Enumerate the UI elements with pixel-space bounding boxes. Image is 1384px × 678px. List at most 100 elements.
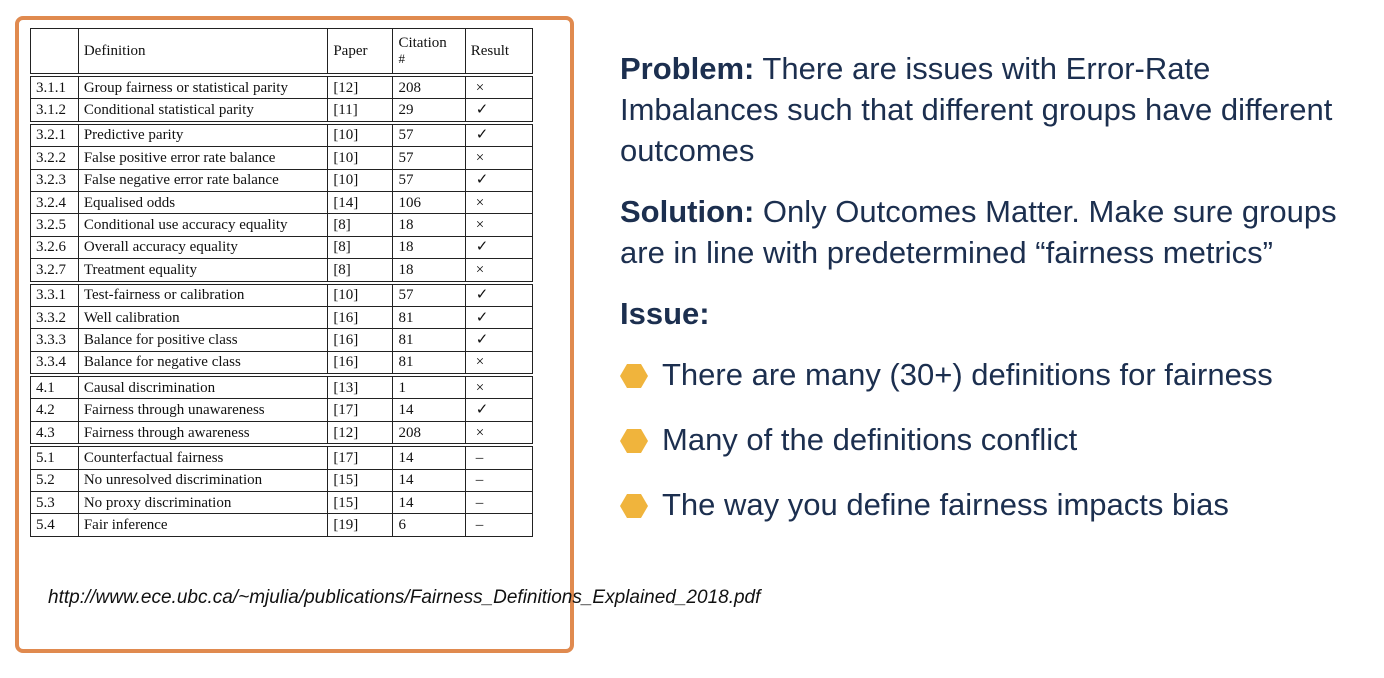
cell-section: 4.2 [30,398,79,422]
cell-result: ✓ [464,398,534,422]
table-row: 3.2.3 False negative error rate balance [1… [30,168,534,192]
cell-paper: [16] [327,328,394,352]
table-row: 5.3 No proxy discrimination [15] 14– [30,491,534,515]
cell-result: ✓ [464,168,534,192]
cell-definition: Fairness through awareness [77,420,329,445]
cell-paper: [15] [327,491,394,515]
cell-definition: Balance for negative class [77,350,329,375]
header-citation: Citation # [392,28,466,74]
cell-section: 5.4 [30,513,79,537]
table-row: 3.2.6 Overall accuracy equality [8] 18 ✓ [30,235,534,260]
cell-definition: No proxy discrimination [77,491,329,515]
bullet-item: There are many (30+) definitions for fai… [620,354,1360,395]
problem-paragraph: Problem: There are issues with Error-Rat… [620,48,1360,171]
table-row: 4.2 Fairness through unawareness [17] 14 ✓ [30,398,534,422]
table-row: 3.1.1 Group fairness or statistical parit… [30,75,534,100]
cell-definition: False positive error rate balance [77,146,329,170]
header-citation-sub: # [398,51,405,66]
table-row: 3.1.2 Conditional statistical parity [11] 2… [30,98,534,122]
problem-label: Problem: [620,51,755,86]
cell-section: 5.1 [30,446,79,470]
table-row: 3.3.3 Balance for positive class [16] 81 ✓ [30,328,534,352]
cell-result: × [464,213,534,237]
table-body: 3.1.1 Group fairness or statistical parit… [30,73,534,537]
cell-paper: [8] [327,235,394,260]
cell-definition: Conditional use accuracy equality [77,213,329,237]
cell-section: 3.2.2 [30,146,79,170]
cell-definition: Conditional statistical parity [77,98,329,122]
solution-paragraph: Solution: Only Outcomes Matter. Make sur… [620,191,1360,273]
cell-result: × [464,376,534,400]
header-paper: Paper [327,28,394,74]
cell-citation: 81 [392,328,466,352]
bullet-text: Many of the definitions conflict [662,422,1078,457]
cell-result: × [464,146,534,170]
table-row: 3.2.7 Treatment equality [8] 18 × [30,258,534,282]
cell-citation: 208 [392,420,466,445]
table-row: 4.1 Causal discrimination [13] 1 × [30,376,534,400]
cell-definition: Well calibration [77,305,329,330]
cell-definition: Fair inference [77,513,329,537]
table-row: 5.1 Counterfactual fairness [17] 14– [30,446,534,470]
cell-section: 3.3.1 [30,283,79,307]
cell-paper: [10] [327,283,394,307]
cell-section: 3.2.6 [30,235,79,260]
cell-paper: [12] [327,75,394,100]
cell-section: 3.3.4 [30,350,79,375]
header-result: Result [464,28,534,74]
table-row: 3.2.1 Predictive parity [10] 57 ✓ [30,123,534,148]
cell-definition: Overall accuracy equality [77,235,329,260]
cell-section: 3.2.4 [30,190,79,215]
cell-definition: No unresolved discrimination [77,468,329,493]
cell-paper: [13] [327,376,394,400]
bullet-text: There are many (30+) definitions for fai… [662,357,1273,392]
cell-result: × [464,190,534,215]
table-row: 3.3.4 Balance for negative class [16] 81 × [30,350,534,375]
table-row: 3.2.4 Equalised odds [14] 106 × [30,190,534,215]
cell-section: 3.2.3 [30,168,79,192]
bullet-item: Many of the definitions conflict [620,419,1360,460]
hexagon-bullet-icon [620,429,648,453]
cell-paper: [15] [327,468,394,493]
cell-citation: 57 [392,168,466,192]
cell-section: 4.3 [30,420,79,445]
cell-definition: Treatment equality [77,258,329,282]
cell-citation: 208 [392,75,466,100]
cell-citation: 18 [392,213,466,237]
header-section [30,28,79,74]
header-definition: Definition [77,28,329,74]
cell-result: ✓ [464,235,534,260]
cell-section: 5.3 [30,491,79,515]
cell-paper: [17] [327,398,394,422]
cell-citation: 14 [392,446,466,470]
cell-paper: [10] [327,146,394,170]
cell-citation: 57 [392,123,466,148]
cell-paper: [16] [327,350,394,375]
cell-result: × [464,258,534,282]
cell-paper: [19] [327,513,394,537]
table-row: 5.2 No unresolved discrimination [15] 14– [30,468,534,493]
cell-section: 3.3.3 [30,328,79,352]
cell-paper: [12] [327,420,394,445]
cell-section: 3.2.1 [30,123,79,148]
source-url: http://www.ece.ubc.ca/~mjulia/publicatio… [48,587,761,608]
cell-citation: 106 [392,190,466,215]
cell-section: 4.1 [30,376,79,400]
cell-paper: [17] [327,446,394,470]
cell-citation: 1 [392,376,466,400]
cell-section: 5.2 [30,468,79,493]
cell-citation: 18 [392,258,466,282]
table-row: 3.2.2 False positive error rate balance [1… [30,146,534,170]
table-row: 3.3.2 Well calibration [16] 81 ✓ [30,305,534,330]
cell-citation: 57 [392,283,466,307]
table-header-row: Definition Paper Citation # Result [30,28,534,74]
bullet-item: The way you define fairness impacts bias [620,484,1360,525]
cell-section: 3.1.1 [30,75,79,100]
cell-citation: 14 [392,491,466,515]
cell-paper: [8] [327,258,394,282]
fairness-definitions-table: Definition Paper Citation # Result 3.1.1… [30,28,534,537]
cell-section: 3.2.7 [30,258,79,282]
cell-section: 3.1.2 [30,98,79,122]
cell-result: ✓ [464,305,534,330]
cell-result: – [464,468,534,493]
